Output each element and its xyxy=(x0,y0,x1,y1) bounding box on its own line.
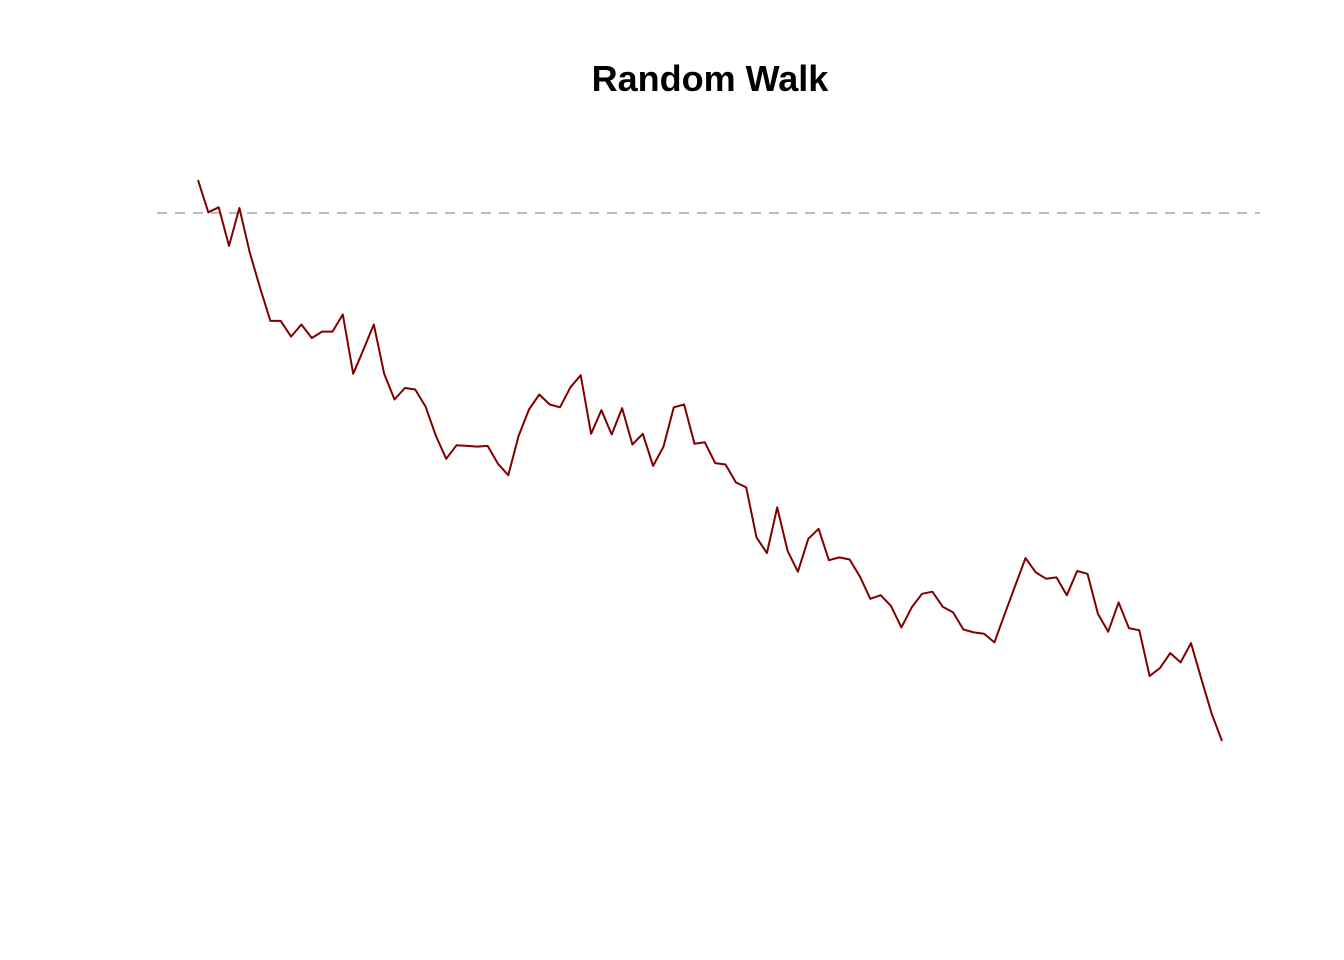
chart-title: Random Walk xyxy=(591,58,829,99)
series-line xyxy=(197,179,1223,742)
